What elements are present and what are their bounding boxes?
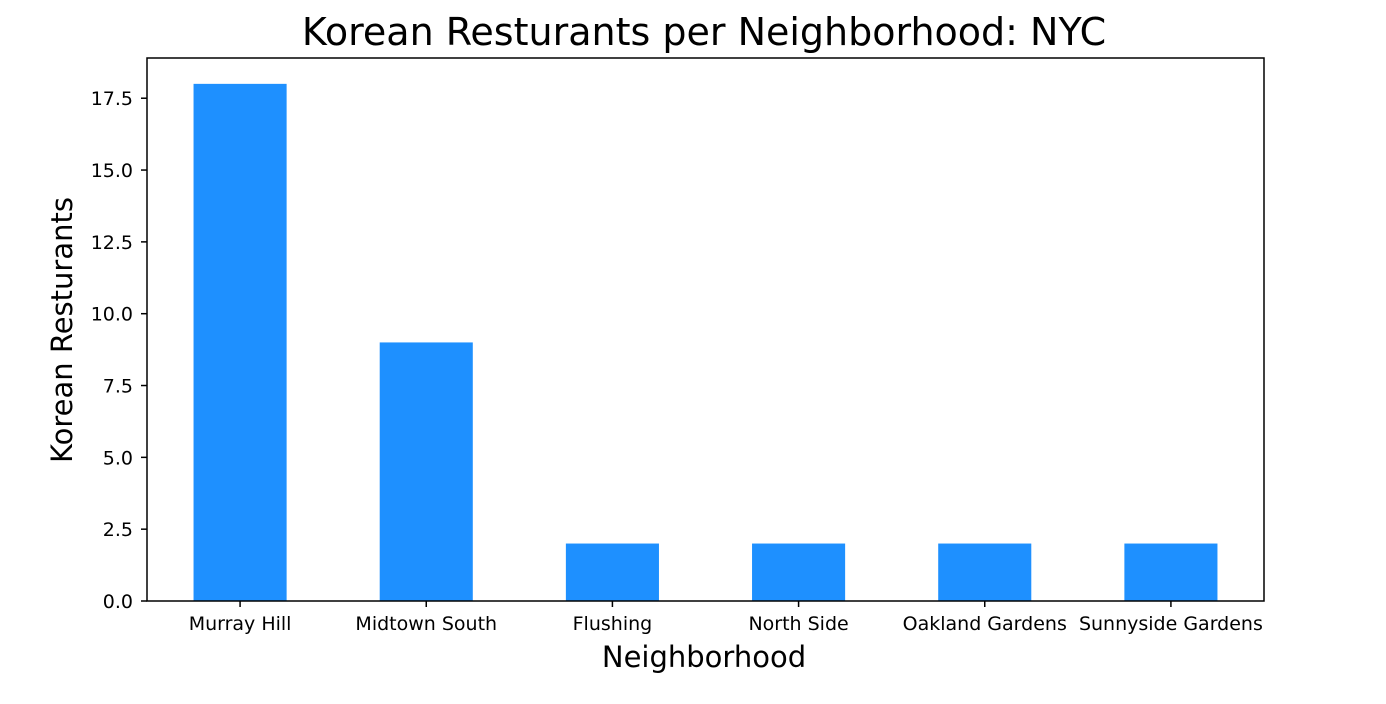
bars-group (193, 83, 1218, 602)
x-tick-label: Murray Hill (189, 613, 292, 635)
x-tick-label: North Side (748, 613, 848, 635)
x-ticks-group: Murray Hill Midtown South Flushing North Si… (189, 601, 1263, 635)
y-tick-label: 12.5 (91, 232, 133, 254)
bar-flushing (565, 543, 659, 601)
bar-midtown-south (379, 342, 473, 601)
x-tick-label: Sunnyside Gardens (1079, 613, 1263, 635)
chart-title: Korean Resturants per Neighborhood: NYC (302, 10, 1106, 54)
bar-north-side (752, 543, 846, 601)
y-axis-label: Korean Resturants (45, 197, 79, 463)
y-tick-label: 5.0 (103, 447, 133, 469)
y-tick-label: 15.0 (91, 160, 133, 182)
x-axis-label: Neighborhood (602, 640, 806, 674)
bar-murray-hill (193, 83, 287, 602)
y-tick-label: 10.0 (91, 304, 133, 326)
bar-sunnyside-gardens (1124, 543, 1218, 601)
y-tick-label: 2.5 (103, 519, 133, 541)
y-tick-label: 17.5 (91, 88, 133, 110)
x-tick-label: Midtown South (355, 613, 497, 635)
plot-frame (146, 57, 1265, 602)
y-tick-label: 0.0 (103, 591, 133, 613)
y-tick-label: 7.5 (103, 376, 133, 398)
x-tick-label: Oakland Gardens (903, 613, 1067, 635)
bar-oakland-gardens (938, 543, 1032, 601)
y-ticks-group: 0.0 2.5 5.0 7.5 10.0 12.5 15.0 17.5 (91, 88, 147, 613)
x-tick-label: Flushing (573, 613, 653, 635)
